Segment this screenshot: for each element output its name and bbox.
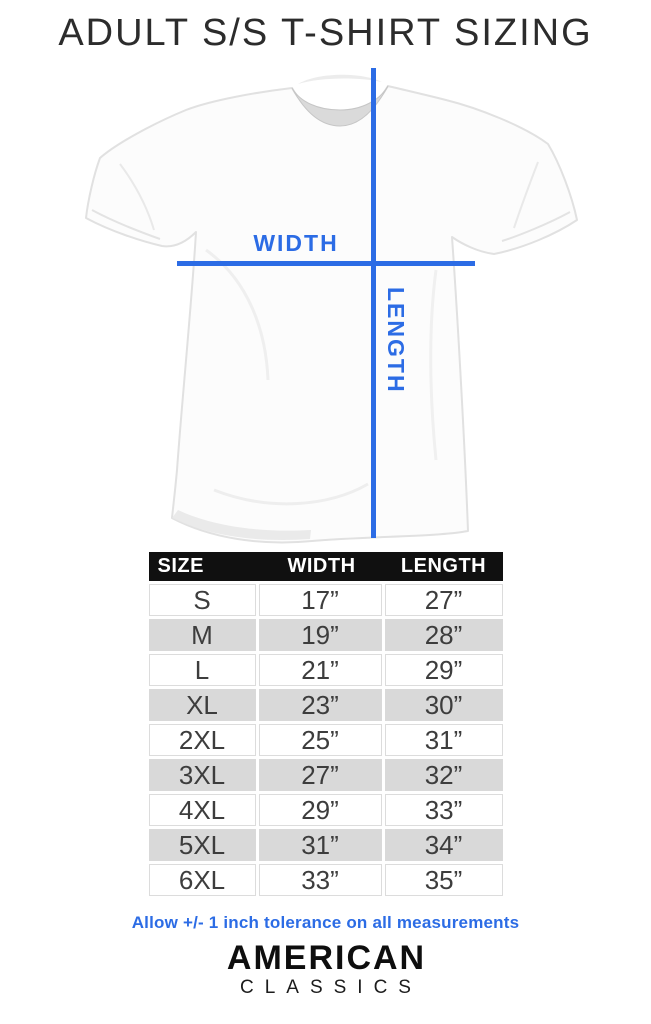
column-header-size: SIZE — [148, 552, 259, 581]
brand-name-classics: CLASSICS — [240, 977, 422, 998]
length-label: LENGTH — [383, 287, 409, 394]
table-cell: 29” — [384, 651, 503, 686]
table-cell: 34” — [384, 826, 503, 861]
tshirt-measurement-diagram: WIDTH LENGTH — [0, 60, 651, 552]
table-cell: 27” — [384, 581, 503, 616]
table-row: XL 23” 30” — [148, 686, 503, 721]
table-row: 4XL 29” 33” — [148, 791, 503, 826]
table-cell: 27” — [258, 756, 385, 791]
brand-name-american: AMERICAN — [226, 939, 427, 977]
size-table-header-row: SIZE WIDTH LENGTH — [148, 552, 503, 581]
table-cell: XL — [148, 686, 259, 721]
table-row: 6XL 33” 35” — [148, 861, 503, 896]
table-cell: 23” — [258, 686, 385, 721]
table-row: 5XL 31” 34” — [148, 826, 503, 861]
table-cell: 6XL — [148, 861, 259, 896]
table-cell: 21” — [258, 651, 385, 686]
table-cell: 28” — [384, 616, 503, 651]
table-cell: 29” — [258, 791, 385, 826]
table-cell: 19” — [258, 616, 385, 651]
table-cell: M — [148, 616, 259, 651]
table-cell: 31” — [258, 826, 385, 861]
table-row: M 19” 28” — [148, 616, 503, 651]
table-cell: 30” — [384, 686, 503, 721]
length-measure-line — [371, 68, 376, 538]
table-cell: 31” — [384, 721, 503, 756]
column-header-length: LENGTH — [384, 552, 503, 581]
table-cell: 4XL — [148, 791, 259, 826]
table-cell: 33” — [384, 791, 503, 826]
page-title: ADULT S/S T-SHIRT SIZING — [58, 12, 593, 54]
table-cell: 5XL — [148, 826, 259, 861]
size-table: SIZE WIDTH LENGTH S 17” 27” M 19” 28” L 21” 29” X… — [148, 552, 503, 896]
size-table-body: S 17” 27” M 19” 28” L 21” 29” XL 23” 30” 2XL 25” 31” 3X… — [148, 581, 503, 896]
table-cell: 32” — [384, 756, 503, 791]
table-cell: 35” — [384, 861, 503, 896]
table-row: 3XL 27” 32” — [148, 756, 503, 791]
width-measure-line — [177, 261, 475, 266]
table-cell: L — [148, 651, 259, 686]
width-label: WIDTH — [253, 230, 339, 256]
table-cell: 3XL — [148, 756, 259, 791]
table-cell: 2XL — [148, 721, 259, 756]
table-cell: 17” — [258, 581, 385, 616]
column-header-width: WIDTH — [258, 552, 385, 581]
table-row: 2XL 25” 31” — [148, 721, 503, 756]
table-cell: 25” — [258, 721, 385, 756]
tshirt-illustration — [85, 74, 578, 544]
table-row: L 21” 29” — [148, 651, 503, 686]
tolerance-note: Allow +/- 1 inch tolerance on all measur… — [131, 913, 520, 932]
table-cell: 33” — [258, 861, 385, 896]
brand-logo: AMERICAN CLASSICS — [0, 940, 651, 999]
table-cell: S — [148, 581, 259, 616]
table-row: S 17” 27” — [148, 581, 503, 616]
